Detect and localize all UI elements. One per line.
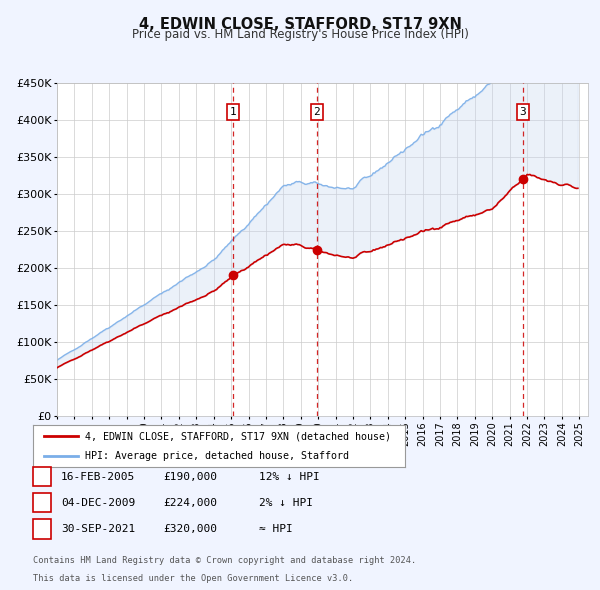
- Text: Contains HM Land Registry data © Crown copyright and database right 2024.: Contains HM Land Registry data © Crown c…: [33, 556, 416, 565]
- Text: This data is licensed under the Open Government Licence v3.0.: This data is licensed under the Open Gov…: [33, 574, 353, 583]
- Text: 04-DEC-2009: 04-DEC-2009: [61, 498, 136, 507]
- Text: Price paid vs. HM Land Registry's House Price Index (HPI): Price paid vs. HM Land Registry's House …: [131, 28, 469, 41]
- Text: 3: 3: [520, 107, 526, 117]
- Text: £190,000: £190,000: [163, 472, 217, 481]
- Text: 2: 2: [38, 498, 46, 507]
- Text: 2% ↓ HPI: 2% ↓ HPI: [259, 498, 313, 507]
- Text: 30-SEP-2021: 30-SEP-2021: [61, 525, 136, 534]
- Text: 1: 1: [230, 107, 236, 117]
- Text: £320,000: £320,000: [163, 525, 217, 534]
- Text: 1: 1: [38, 472, 46, 481]
- Text: HPI: Average price, detached house, Stafford: HPI: Average price, detached house, Staf…: [85, 451, 349, 461]
- Text: £224,000: £224,000: [163, 498, 217, 507]
- Text: 12% ↓ HPI: 12% ↓ HPI: [259, 472, 320, 481]
- Text: 16-FEB-2005: 16-FEB-2005: [61, 472, 136, 481]
- Text: 2: 2: [313, 107, 320, 117]
- Text: 4, EDWIN CLOSE, STAFFORD, ST17 9XN: 4, EDWIN CLOSE, STAFFORD, ST17 9XN: [139, 17, 461, 31]
- Text: ≈ HPI: ≈ HPI: [259, 525, 293, 534]
- Text: 4, EDWIN CLOSE, STAFFORD, ST17 9XN (detached house): 4, EDWIN CLOSE, STAFFORD, ST17 9XN (deta…: [85, 431, 391, 441]
- Text: 3: 3: [38, 525, 46, 534]
